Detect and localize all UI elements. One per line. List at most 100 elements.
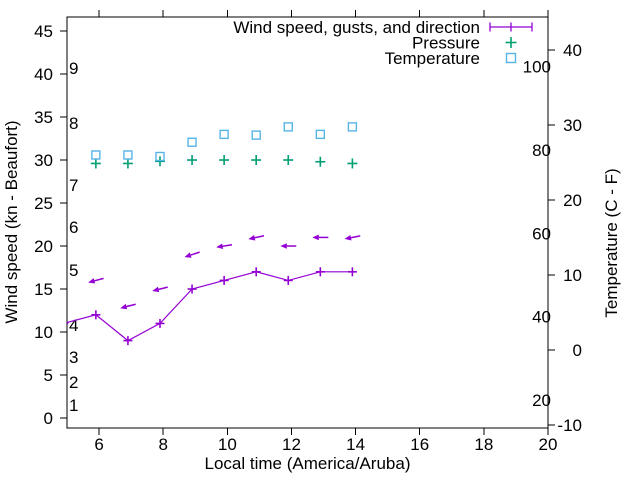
beaufort-label: 1 [69, 396, 78, 415]
gust-arrow-tail [94, 277, 104, 282]
x-tick-label: 10 [218, 435, 237, 454]
series-pressure [90, 155, 358, 169]
legend-label-errorbar: Wind speed, gusts, and direction [233, 18, 480, 37]
gust-arrow [120, 303, 136, 310]
temperature-point-marker [315, 129, 326, 140]
temperature-point-marker [283, 122, 293, 132]
wind-point-marker [155, 318, 165, 328]
y-left-tick-label: 35 [34, 108, 53, 127]
y-right-tick-label: -10 [557, 416, 582, 435]
gust-arrow [280, 243, 297, 249]
y-left-tick-label: 15 [34, 280, 53, 299]
gust-arrow-tail [254, 235, 265, 239]
gust-arrow-head [248, 235, 256, 241]
gust-arrow-head [344, 235, 352, 241]
fahrenheit-scale: 20 40 60 80 100 [523, 58, 551, 410]
x-axis: 6 8 10 12 14 16 18 20 [94, 10, 557, 454]
legend-plus-marker [505, 37, 517, 48]
fahrenheit-label: 40 [532, 308, 551, 327]
y-left-tick-label: 0 [44, 409, 53, 428]
y-right-tick-label: 10 [563, 266, 582, 285]
x-tick-label: 8 [158, 435, 167, 454]
wind-point-marker [91, 310, 101, 320]
x-tick-label: 12 [282, 435, 301, 454]
fahrenheit-label: 60 [532, 224, 551, 243]
beaufort-label: 5 [69, 261, 78, 280]
y-left-tick-label: 40 [34, 65, 53, 84]
pressure-point-marker [251, 155, 262, 166]
x-tick-label: 14 [346, 435, 365, 454]
pressure-point-marker [347, 158, 358, 169]
gust-arrow-head [184, 252, 192, 258]
wind-point-marker [347, 267, 357, 277]
temperature-point-marker [123, 150, 133, 160]
legend: Wind speed, gusts, and directionPressure… [233, 18, 533, 68]
gust-arrow-head [312, 234, 319, 241]
beaufort-label: 4 [69, 316, 78, 335]
wind-point-marker [283, 275, 293, 285]
pressure-point-marker [187, 155, 198, 166]
beaufort-label: 9 [69, 59, 78, 78]
beaufort-scale: 1 2 3 4 5 6 7 8 9 [69, 59, 78, 415]
y-right-tick-label: 20 [563, 191, 582, 210]
y-left-tick-label: 25 [34, 194, 53, 213]
gust-arrow [344, 235, 361, 241]
y-axis-left: 0 5 10 15 20 25 30 35 40 45 [34, 22, 67, 428]
legend-errorbar-marker [489, 22, 533, 32]
gust-arrow [184, 251, 200, 258]
wind-point-marker [315, 267, 325, 277]
axes: 6 8 10 12 14 16 18 20051015202530354045-1001020… [34, 10, 582, 454]
gust-arrow-head [88, 278, 96, 284]
legend-label-square: Temperature [385, 49, 480, 68]
gust-arrow [312, 234, 329, 241]
pressure-point-marker [283, 155, 294, 166]
temperature-point-marker [187, 137, 197, 147]
beaufort-label: 7 [69, 176, 78, 195]
temperature-point-marker [91, 150, 101, 160]
temperature-point-marker [251, 130, 261, 140]
gust-arrow [216, 243, 233, 249]
y-axis-right: -10 0 10 20 30 40 [548, 41, 582, 435]
wind-line [67, 271, 353, 342]
x-tick-label: 20 [539, 435, 558, 454]
y-left-tick-label: 45 [34, 22, 53, 41]
x-axis-label: Local time (America/Aruba) [205, 454, 411, 473]
x-tick-label: 6 [94, 435, 103, 454]
fahrenheit-label: 80 [532, 141, 551, 160]
wind-point-marker [219, 275, 229, 285]
y-right-tick-label: 40 [563, 41, 582, 60]
gust-arrow [248, 235, 265, 241]
wind-point-marker [251, 267, 261, 277]
series-gusts [88, 234, 361, 310]
wind-point-marker [123, 336, 133, 346]
pressure-point-marker [90, 158, 101, 169]
gust-arrow-head [280, 243, 287, 249]
pressure-point-marker [122, 158, 133, 169]
y-left-tick-label: 30 [34, 151, 53, 170]
legend-square-marker [505, 52, 517, 64]
gust-arrow [152, 286, 168, 293]
plot-border [66, 16, 549, 429]
temperature-point-marker [155, 151, 165, 162]
y-left-tick-label: 10 [34, 323, 53, 342]
y-axis-right-label: Temperature (C - F) [602, 168, 621, 317]
wind-point-marker [187, 284, 197, 294]
y-axis-left-label: Wind speed (kn - Beaufort) [2, 120, 21, 323]
y-right-tick-label: 30 [563, 116, 582, 135]
legend-label-plus: Pressure [412, 34, 480, 53]
beaufort-label: 3 [69, 348, 78, 367]
gust-arrow-tail [158, 286, 168, 291]
gust-arrow-head [216, 243, 224, 249]
beaufort-label: 8 [69, 114, 78, 133]
pressure-point-marker [219, 155, 230, 166]
pressure-point-marker [154, 156, 165, 167]
fahrenheit-label: 20 [532, 391, 551, 410]
gust-arrow-head [152, 286, 160, 293]
y-left-tick-label: 20 [34, 237, 53, 256]
beaufort-label: 6 [69, 218, 78, 237]
pressure-point-marker [315, 156, 326, 167]
gust-arrow-tail [222, 244, 233, 247]
